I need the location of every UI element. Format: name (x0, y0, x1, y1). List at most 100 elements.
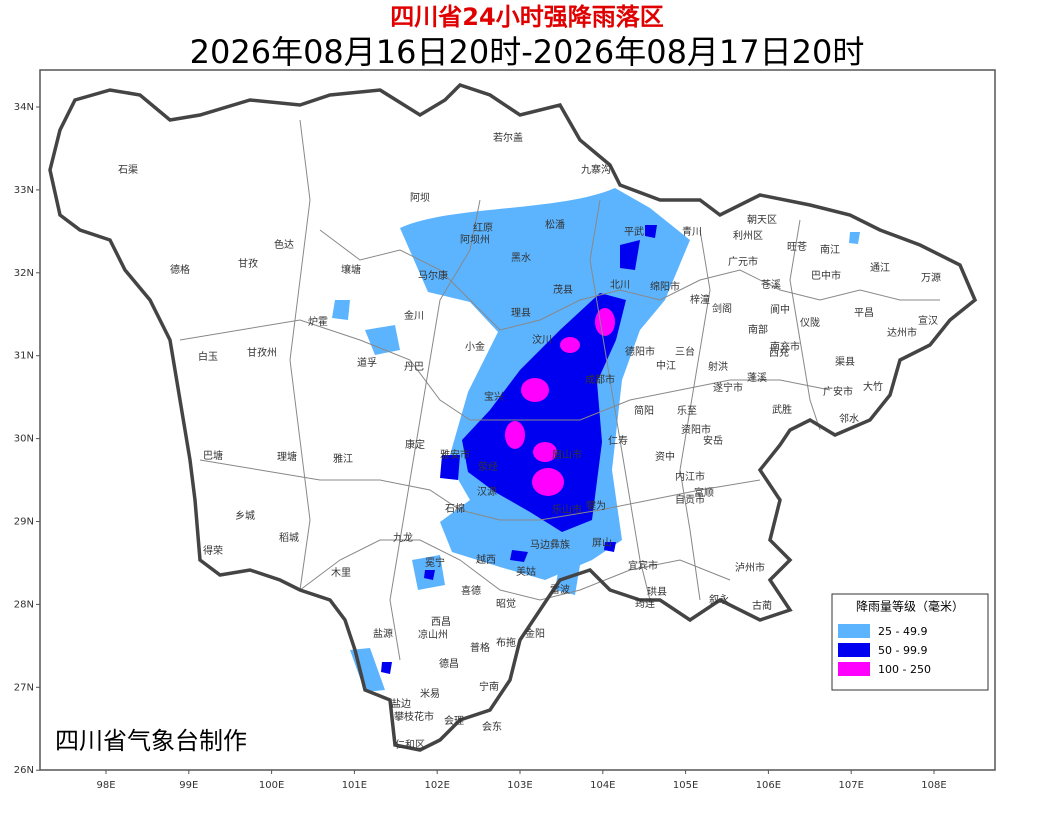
lat-tick-label: 31N (14, 351, 34, 362)
place-label: 中江 (656, 359, 676, 372)
place-label: 仪陇 (800, 316, 820, 329)
place-label: 喜德 (461, 584, 481, 597)
lat-tick-label: 32N (14, 268, 34, 279)
place-label: 泸州市 (735, 561, 765, 574)
legend-swatch (838, 662, 870, 676)
place-label: 金川 (404, 309, 424, 322)
place-label: 达州市 (887, 326, 917, 339)
place-label: 巴中市 (811, 269, 841, 282)
legend-title: 降雨量等级（毫米） (856, 599, 964, 614)
place-label: 通江 (870, 262, 890, 274)
place-label: 乡城 (235, 510, 255, 522)
place-label: 马边彝族 (530, 538, 570, 551)
place-label: 眉山市 (552, 448, 582, 461)
lon-tick-label: 103E (507, 780, 532, 791)
place-label: 马尔康 (418, 269, 448, 282)
place-label: 理塘 (277, 450, 297, 463)
place-label: 古蔺 (752, 599, 772, 612)
place-label: 德阳市 (625, 345, 655, 358)
place-label: 九龙 (393, 531, 413, 544)
place-label: 万源 (921, 271, 941, 284)
lon-tick-label: 106E (756, 780, 781, 791)
place-label: 巴塘 (203, 449, 223, 462)
place-label: 甘孜 (238, 257, 258, 270)
place-label: 雅安市 (440, 448, 470, 461)
lon-tick-label: 98E (96, 780, 115, 791)
place-label: 自贡市 (675, 493, 705, 506)
place-label: 攀枝花市 (394, 710, 434, 723)
place-label: 青川 (682, 225, 702, 238)
lat-tick-label: 29N (14, 517, 34, 528)
place-label: 遂宁市 (713, 381, 743, 394)
place-label: 若尔盖 (493, 131, 523, 144)
lat-tick-label: 30N (14, 434, 34, 445)
place-label: 富顺 (694, 486, 714, 499)
place-label: 德格 (170, 263, 190, 276)
legend-items: 25 - 49.9 50 - 99.9 100 - 250 (838, 624, 931, 676)
place-label: 剑阁 (712, 302, 732, 315)
place-label: 阿坝 (410, 192, 430, 204)
place-label: 宝兴 (484, 390, 504, 403)
lat-tick-label: 33N (14, 185, 34, 196)
lon-tick-label: 105E (673, 780, 698, 791)
place-label: 乐山市 (552, 503, 582, 516)
place-label: 凉山州 (418, 628, 448, 641)
lat-tick-label: 27N (14, 682, 34, 693)
place-label: 冕宁 (425, 556, 445, 569)
axis-ticks: 34N 33N 32N 31N 30N 29N 28N 27N 26N 98E 99E 100E 101… (14, 102, 947, 791)
place-label: 渠县 (835, 356, 855, 368)
lon-tick-label: 102E (424, 780, 449, 791)
rain-area (505, 308, 615, 496)
place-label: 平武 (624, 225, 644, 238)
place-label: 安岳 (703, 434, 723, 447)
place-label: 邻水 (839, 412, 859, 425)
place-label: 阿坝州 (460, 234, 490, 246)
lon-tick-label: 99E (179, 780, 198, 791)
place-label: 盐源 (373, 627, 393, 640)
place-label: 得荣 (203, 545, 223, 557)
county-boundaries (179, 119, 940, 661)
place-label: 西充 (769, 346, 789, 359)
place-label: 昭觉 (496, 598, 516, 610)
place-label: 绵阳市 (650, 280, 680, 293)
place-label: 大竹 (863, 380, 883, 393)
place-label: 汶川 (532, 333, 552, 346)
place-label: 内江市 (675, 470, 705, 483)
place-label: 南充市 (770, 340, 800, 353)
place-label: 木里 (331, 567, 351, 579)
place-label: 利州区 (733, 230, 763, 242)
place-label: 旺苍 (787, 240, 807, 253)
place-label: 资中 (655, 450, 675, 463)
place-label: 南部 (748, 323, 768, 336)
place-label: 松潘 (545, 218, 565, 231)
place-label: 简阳 (634, 404, 654, 417)
place-label: 资阳市 (681, 423, 711, 436)
place-label: 石渠 (118, 164, 138, 176)
place-label: 北川 (610, 279, 630, 291)
place-label: 会理 (444, 714, 464, 727)
place-label: 会东 (482, 720, 502, 733)
rain-areas (332, 188, 860, 692)
subtitle: 2026年08月16日20时-2026年08月17日20时 (190, 33, 865, 71)
place-label: 西昌 (431, 616, 451, 628)
place-label: 广元市 (728, 255, 758, 268)
place-label: 筠连 (635, 597, 655, 610)
province-boundary (48, 82, 978, 752)
place-label: 九寨沟 (581, 163, 611, 176)
place-label: 道孚 (357, 356, 377, 369)
place-label: 成都市 (585, 373, 615, 386)
place-label: 宣汉 (918, 314, 938, 327)
place-label: 米易 (420, 687, 440, 700)
place-label: 越西 (476, 553, 496, 566)
place-label: 小金 (465, 340, 485, 353)
place-label: 蓬溪 (747, 372, 767, 384)
place-label: 仁寿 (608, 434, 628, 447)
legend-swatch (838, 624, 870, 638)
place-label: 雷波 (550, 583, 570, 596)
place-label: 珙县 (647, 586, 667, 598)
place-label: 苍溪 (761, 278, 781, 291)
place-label: 阆中 (770, 303, 790, 316)
